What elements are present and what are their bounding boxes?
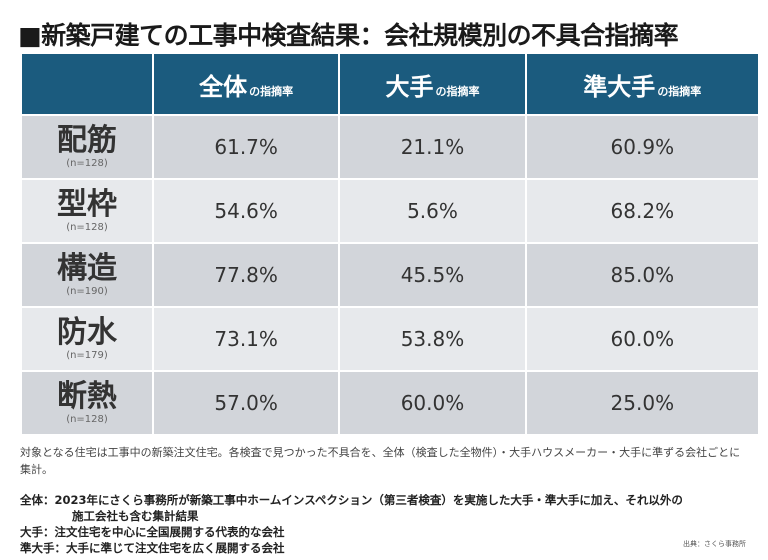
row-label: 型枠 — [57, 186, 117, 222]
table-note: 対象となる住宅は工事中の新築注文住宅。各検査で見つかった不具合を、全体（検査した… — [20, 446, 741, 476]
column-label: 準大手 — [583, 72, 656, 101]
row-header: 防水 (n=179) — [22, 308, 152, 370]
rate-cell: 57.0% — [154, 372, 339, 434]
rate-cell: 54.6% — [154, 180, 339, 242]
rate-cell: 85.0% — [526, 244, 758, 306]
column-suffix: の指摘率 — [249, 84, 294, 98]
sample-size: (n=128) — [66, 221, 108, 233]
rate-cell: 5.6% — [340, 180, 525, 242]
row-header: 型枠 (n=128) — [22, 180, 152, 242]
rate-cell: 61.7% — [154, 116, 339, 178]
source-credit: 出典：さくら事務所 — [683, 540, 746, 548]
column-label: 全体 — [199, 72, 248, 101]
definition-semi: 準大手：大手に準じて注文住宅を広く展開する会社 — [20, 541, 285, 555]
table-row: 配筋 (n=128) 61.7% 21.1% 60.9% — [22, 116, 758, 178]
table-row: 防水 (n=179) 73.1% 53.8% 60.0% — [22, 308, 758, 370]
table-row: 構造 (n=190) 77.8% 45.5% 85.0% — [22, 244, 758, 306]
column-header: 全体 の指摘率 — [154, 54, 339, 114]
rate-cell: 68.2% — [526, 180, 758, 242]
page-title: ■新築戸建ての工事中検査結果：会社規模別の不具合指摘率 — [18, 21, 679, 50]
definition-all: 全体：2023年にさくら事務所が新築工事中ホームインスペクション（第三者検査）を… — [20, 493, 683, 507]
row-label: 防水 — [57, 314, 117, 350]
rate-cell: 60.9% — [526, 116, 758, 178]
sample-size: (n=179) — [66, 349, 108, 361]
column-header: 準大手 の指摘率 — [526, 54, 758, 114]
row-label: 断熱 — [57, 378, 117, 414]
rate-cell: 77.8% — [154, 244, 339, 306]
table-row: 型枠 (n=128) 54.6% 5.6% 68.2% — [22, 180, 758, 242]
row-header: 配筋 (n=128) — [22, 116, 152, 178]
definitions: 全体：2023年にさくら事務所が新築工事中ホームインスペクション（第三者検査）を… — [20, 492, 740, 556]
rate-cell: 21.1% — [340, 116, 525, 178]
definition-all-cont: 施工会社も含む集計結果 — [72, 509, 199, 523]
row-header: 断熱 (n=128) — [22, 372, 152, 434]
row-header: 構造 (n=190) — [22, 244, 152, 306]
table-header-row: 全体 の指摘率 大手 の指摘率 準大手 の指摘率 — [22, 54, 758, 114]
sample-size: (n=190) — [66, 285, 108, 297]
definition-major: 大手：注文住宅を中心に全国展開する代表的な会社 — [20, 525, 285, 539]
rate-cell: 60.0% — [526, 308, 758, 370]
column-suffix: の指摘率 — [435, 84, 480, 98]
rate-cell: 73.1% — [154, 308, 339, 370]
corner-cell — [22, 54, 152, 114]
sample-size: (n=128) — [66, 413, 108, 425]
rate-cell: 60.0% — [340, 372, 525, 434]
rate-cell: 53.8% — [340, 308, 525, 370]
table-row: 断熱 (n=128) 57.0% 60.0% 25.0% — [22, 372, 758, 434]
column-suffix: の指摘率 — [657, 84, 702, 98]
rate-cell: 45.5% — [340, 244, 525, 306]
row-label: 配筋 — [57, 122, 117, 158]
column-label: 大手 — [385, 72, 434, 101]
defect-rate-table: 全体 の指摘率 大手 の指摘率 準大手 の指摘率 配筋 (n=128) 61.7% 21.1… — [20, 52, 760, 436]
rate-cell: 25.0% — [526, 372, 758, 434]
sample-size: (n=128) — [66, 157, 108, 169]
row-label: 構造 — [57, 250, 117, 286]
column-header: 大手 の指摘率 — [340, 54, 525, 114]
